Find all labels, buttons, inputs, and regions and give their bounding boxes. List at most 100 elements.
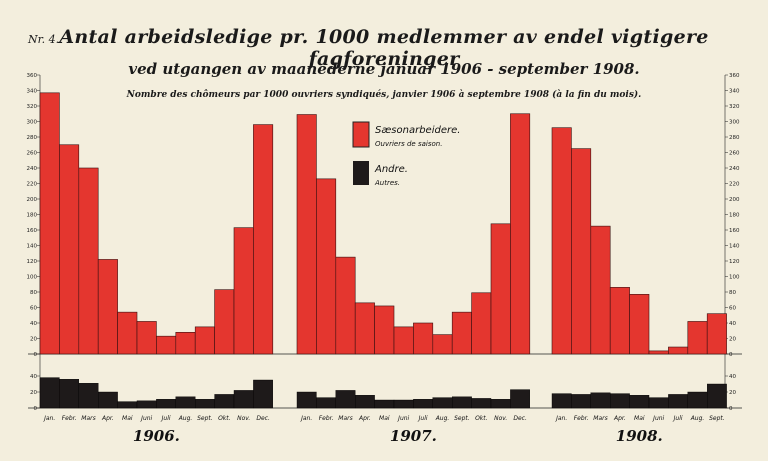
- ytick-lower-right-label: 0: [729, 406, 733, 412]
- month-label: Jan.: [300, 415, 312, 422]
- bar-other-1907-1: [296, 391, 317, 409]
- year-label-1908: 1908.: [616, 427, 663, 445]
- month-label: Juli: [418, 415, 428, 422]
- legend-label-other: Andre.: [374, 164, 408, 175]
- month-label: Febr.: [319, 415, 334, 422]
- bar-seasonal-1908-3: [590, 225, 611, 355]
- bar-seasonal-1908-7: [668, 346, 689, 355]
- bar-other-1906-4: [97, 391, 118, 409]
- legend: Sæsonarbeidere. Ouvriers de saison. Andr…: [352, 121, 460, 187]
- bar-seasonal-1907-11: [490, 223, 511, 355]
- ytick-lower-right-label: 20: [729, 390, 736, 396]
- month-label: Febr.: [574, 415, 589, 422]
- ytick-right-label: 340: [729, 89, 740, 95]
- bar-other-1907-7: [413, 399, 433, 409]
- month-label: Febr.: [62, 415, 77, 422]
- ytick-left-label: 120: [27, 259, 38, 265]
- ytick-left-label: 160: [27, 228, 38, 234]
- ytick-left-label: 100: [27, 275, 38, 281]
- chart-title: Antal arbeidsledige pr. 1000 medlemmer a…: [59, 26, 709, 70]
- bar-seasonal-1908-9: [706, 313, 727, 355]
- bar-seasonal-1907-12: [510, 113, 531, 355]
- bars: [39, 92, 727, 409]
- month-label: Apr.: [358, 415, 371, 422]
- month-label: Juni: [652, 415, 664, 422]
- chart-subtitle: ved utgangen av maanederne januar 1906 -…: [128, 60, 640, 78]
- ytick-right-label: 220: [729, 182, 740, 188]
- bar-seasonal-1906-9: [194, 326, 215, 355]
- bar-seasonal-1906-7: [156, 335, 177, 355]
- bar-seasonal-1907-7: [413, 322, 434, 355]
- ytick-left-label: 140: [27, 244, 38, 250]
- month-label: Juli: [161, 415, 171, 422]
- bar-other-1908-1: [551, 393, 572, 409]
- ytick-right-label: 280: [729, 135, 740, 141]
- ytick-left-label: 340: [27, 89, 38, 95]
- bar-other-1906-7: [156, 399, 176, 409]
- bar-seasonal-1906-5: [117, 311, 138, 355]
- legend-swatch-seasonal: [352, 121, 370, 148]
- ytick-right-label: 0: [729, 352, 733, 358]
- bar-other-1908-8: [687, 391, 708, 409]
- month-label: Mars: [81, 415, 95, 422]
- month-label: Aug.: [178, 415, 193, 422]
- bar-other-1906-9: [194, 399, 215, 409]
- month-label: Okt.: [218, 415, 231, 422]
- legend-label-seasonal: Sæsonarbeidere.: [375, 125, 460, 136]
- bar-other-1907-10: [471, 398, 492, 409]
- bar-other-1906-11: [233, 390, 254, 409]
- bar-other-1907-3: [335, 390, 356, 409]
- ytick-right-label: 320: [729, 104, 740, 110]
- axes: 0 0 20 20 40 40 60 60 80 80 100 100 120 120 140 140 160 1…: [27, 73, 742, 412]
- bar-seasonal-1906-10: [214, 289, 235, 355]
- bar-other-1906-5: [117, 401, 138, 409]
- labels: Jan. Febr. Mars Apr. Mai Juni Juli Aug. Sept. Okt…: [43, 415, 725, 445]
- ytick-left-label: 240: [27, 166, 38, 172]
- month-label: Aug.: [435, 415, 450, 422]
- ytick-right-label: 160: [729, 228, 740, 234]
- bar-seasonal-1908-4: [609, 287, 630, 355]
- month-label: Mai: [122, 415, 133, 422]
- month-label: Mars: [593, 415, 607, 422]
- ytick-left-label: 180: [27, 213, 38, 219]
- bar-seasonal-1908-6: [648, 350, 669, 355]
- bar-seasonal-1906-8: [175, 331, 196, 355]
- bar-seasonal-1907-1: [296, 114, 317, 355]
- bar-seasonal-1907-8: [432, 334, 453, 355]
- bar-seasonal-1908-1: [551, 127, 572, 355]
- bar-other-1907-12: [510, 389, 530, 409]
- ytick-left-label: 280: [27, 135, 38, 141]
- bar-other-1908-2: [571, 394, 592, 409]
- ytick-right-label: 140: [729, 244, 740, 250]
- bar-other-1907-8: [432, 397, 453, 409]
- bar-other-1907-9: [452, 396, 472, 409]
- ytick-right-label: 20: [729, 337, 736, 343]
- ytick-right-label: 200: [729, 197, 740, 203]
- ytick-right-label: 300: [729, 120, 740, 126]
- ytick-left-label: 20: [30, 337, 37, 343]
- bar-seasonal-1906-12: [253, 124, 274, 355]
- ytick-left-label: 260: [27, 151, 38, 157]
- ytick-left-label: 360: [27, 73, 38, 79]
- ytick-left-label: 300: [27, 120, 38, 126]
- bar-other-1908-5: [629, 395, 650, 409]
- month-label: Dec.: [513, 415, 527, 422]
- chart-subtitle-french: Nombre des chômeurs par 1000 ouvriers sy…: [126, 90, 642, 100]
- legend-label-other-fr: Autres.: [374, 179, 400, 187]
- ytick-left-label: 320: [27, 104, 38, 110]
- ytick-right-label: 60: [729, 306, 736, 312]
- month-label: Juli: [673, 415, 683, 422]
- ytick-left-label: 200: [27, 197, 38, 203]
- legend-label-seasonal-fr: Ouvriers de saison.: [375, 140, 442, 148]
- month-label: Jan.: [555, 415, 567, 422]
- ytick-lower-left-label: 40: [30, 374, 37, 380]
- bar-seasonal-1906-3: [78, 167, 99, 355]
- plate-number: Nr. 4.: [28, 33, 60, 46]
- bar-seasonal-1908-5: [629, 294, 650, 355]
- bar-other-1907-6: [393, 399, 414, 409]
- ytick-lower-right-label: 40: [729, 374, 736, 380]
- bar-seasonal-1906-4: [97, 259, 118, 355]
- bar-seasonal-1907-3: [335, 256, 356, 355]
- ytick-right-label: 80: [729, 290, 736, 296]
- ytick-right-label: 260: [729, 151, 740, 157]
